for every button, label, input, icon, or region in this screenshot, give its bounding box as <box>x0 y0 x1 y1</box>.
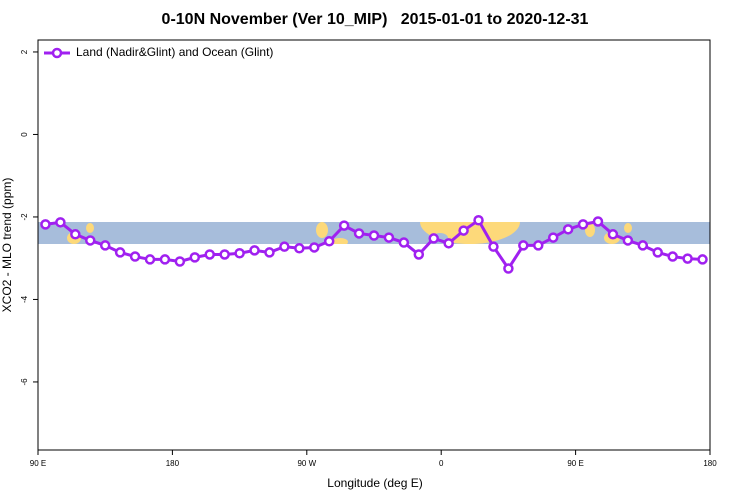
point <box>577 219 589 230</box>
point <box>413 249 425 260</box>
x-tick-label: 0 <box>439 459 444 468</box>
legend-marker <box>51 47 63 59</box>
point <box>533 240 544 251</box>
point <box>383 232 395 243</box>
point <box>55 217 66 228</box>
x-tick-label: 90 E <box>567 459 583 468</box>
point <box>323 236 335 247</box>
legend-label: Land (Nadir&Glint) and Ocean (Glint) <box>76 45 273 59</box>
point <box>294 243 305 254</box>
point <box>40 219 51 230</box>
point <box>368 230 380 241</box>
point <box>144 254 156 265</box>
y-axis-label: XCO2 - MLO trend (ppm) <box>0 178 14 313</box>
point <box>338 220 350 231</box>
y-tick-label: -6 <box>20 378 29 386</box>
y-tick-label: -2 <box>20 213 29 221</box>
point <box>70 229 81 240</box>
y-tick-label: -4 <box>20 295 29 303</box>
x-tick-label: 90 W <box>297 459 316 468</box>
point <box>622 235 634 246</box>
point <box>592 216 604 227</box>
point <box>159 254 171 265</box>
x-axis-label: Longitude (deg E) <box>327 476 422 490</box>
point <box>249 245 260 256</box>
point <box>652 247 663 258</box>
point <box>488 241 499 252</box>
x-tick-label: 180 <box>166 459 180 468</box>
point <box>398 237 410 248</box>
point <box>637 240 649 251</box>
point <box>458 225 469 236</box>
point <box>443 238 454 249</box>
point <box>279 241 290 252</box>
plot-frame <box>37 39 711 451</box>
point <box>129 251 141 262</box>
point <box>667 251 678 262</box>
point <box>234 247 245 259</box>
x-tick-label: 90 E <box>30 459 46 468</box>
point <box>219 249 230 260</box>
point <box>682 253 693 264</box>
x-tick-label: 180 <box>703 459 717 468</box>
point <box>174 256 186 267</box>
point <box>204 249 215 260</box>
point <box>309 242 320 253</box>
point <box>264 247 275 258</box>
point <box>518 240 529 251</box>
y-tick-label: 0 <box>20 132 29 137</box>
point <box>85 235 96 246</box>
point <box>697 254 708 265</box>
y-tick-label: 2 <box>20 49 29 54</box>
point <box>353 228 365 239</box>
chart-title: 0-10N November (Ver 10_MIP) 2015-01-01 t… <box>162 11 589 28</box>
point <box>503 263 514 274</box>
point <box>189 252 201 263</box>
point <box>114 247 126 258</box>
point <box>428 233 439 244</box>
point <box>547 232 559 243</box>
point <box>562 224 574 235</box>
point <box>473 215 484 226</box>
point <box>607 229 619 240</box>
point <box>99 240 111 251</box>
